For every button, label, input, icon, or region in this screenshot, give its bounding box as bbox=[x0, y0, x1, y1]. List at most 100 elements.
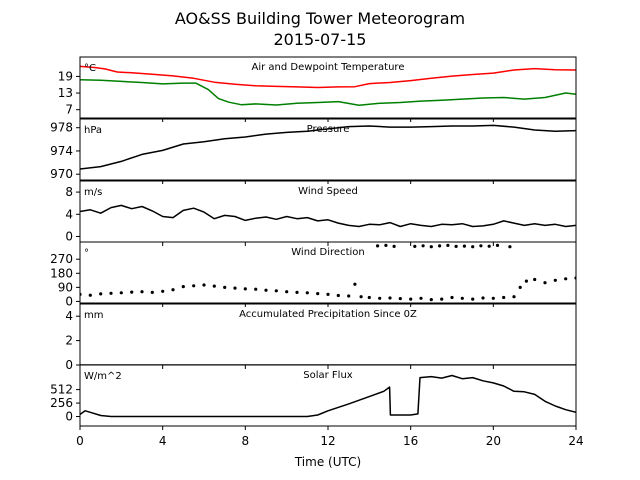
series-point bbox=[99, 292, 103, 296]
series-point bbox=[450, 295, 454, 300]
series-point bbox=[150, 290, 154, 294]
panel-series bbox=[80, 204, 576, 228]
series-point bbox=[446, 243, 450, 247]
series-point bbox=[212, 284, 216, 288]
series-point bbox=[119, 291, 123, 295]
panel-unit: W/m^2 bbox=[84, 371, 122, 382]
series-point bbox=[460, 296, 464, 300]
y-tick-label: 8 bbox=[65, 185, 73, 199]
y-tick-label: 978 bbox=[50, 121, 73, 135]
series-point bbox=[316, 292, 320, 296]
series-point bbox=[543, 281, 547, 285]
x-axis: 0 4 8 12 16 20 24 bbox=[76, 434, 583, 448]
x-tick-label: 12 bbox=[320, 434, 335, 448]
y-tick-label: 0 bbox=[65, 410, 73, 424]
series-point bbox=[462, 244, 466, 248]
series-point bbox=[285, 290, 289, 294]
series-point bbox=[326, 292, 330, 296]
series-line-1 bbox=[80, 65, 576, 89]
series-point bbox=[421, 244, 425, 248]
y-tick-label: 0 bbox=[65, 229, 73, 243]
series-point bbox=[130, 290, 134, 294]
series-point bbox=[347, 294, 351, 298]
series-point bbox=[429, 245, 433, 249]
series-point bbox=[491, 296, 495, 300]
y-tick-label: 512 bbox=[50, 383, 73, 397]
panel-title: Solar Flux bbox=[303, 370, 353, 381]
series-line-1 bbox=[80, 204, 576, 228]
panel-title: Wind Speed bbox=[298, 186, 358, 197]
y-tick-label: 4 bbox=[65, 309, 73, 323]
series-point bbox=[376, 244, 380, 248]
chart-subtitle: 2015-07-15 bbox=[274, 30, 367, 49]
y-tick-label: 270 bbox=[50, 252, 73, 266]
panel-title: Pressure bbox=[307, 124, 350, 135]
series-point bbox=[223, 285, 227, 289]
y-tick-label: 4 bbox=[65, 207, 73, 221]
panel-unit: mm bbox=[84, 310, 103, 321]
panel-unit: ° bbox=[84, 248, 89, 259]
y-tick-label: 180 bbox=[50, 266, 73, 280]
panel-unit: °C bbox=[84, 63, 96, 74]
series-point bbox=[140, 290, 144, 294]
y-tick-label: 0 bbox=[65, 294, 73, 308]
panel-5: 0 2 4 mm Accumulated Precipitation Since 0Z bbox=[65, 303, 577, 372]
series-point bbox=[419, 296, 423, 300]
y-tick-label: 90 bbox=[58, 280, 73, 294]
series-point bbox=[192, 284, 196, 288]
series-point bbox=[454, 244, 458, 248]
series-point bbox=[429, 298, 433, 302]
series-point bbox=[440, 297, 444, 301]
x-tick-label: 4 bbox=[159, 434, 167, 448]
series-point bbox=[524, 279, 529, 283]
x-tick-label: 24 bbox=[568, 434, 583, 448]
series-point bbox=[384, 243, 388, 247]
series-point bbox=[553, 278, 557, 282]
series-line-1 bbox=[80, 124, 576, 170]
x-tick-label: 16 bbox=[403, 434, 418, 448]
series-point bbox=[109, 291, 113, 295]
series-point bbox=[254, 287, 258, 291]
series-point bbox=[264, 288, 268, 292]
y-tick-label: 2 bbox=[65, 334, 73, 348]
series-point bbox=[353, 282, 357, 286]
panel-unit: m/s bbox=[84, 187, 102, 198]
series-point bbox=[181, 285, 185, 289]
series-line-2 bbox=[80, 78, 576, 106]
y-tick-label: 974 bbox=[50, 144, 73, 158]
series-point bbox=[495, 243, 500, 247]
y-tick-label: 970 bbox=[50, 167, 73, 181]
panel-1: 7 13 19 °C Air and Dewpoint Temperature bbox=[58, 56, 577, 122]
series-point bbox=[274, 289, 278, 293]
series-point bbox=[388, 296, 392, 300]
series-point bbox=[481, 296, 485, 300]
series-point bbox=[243, 287, 247, 291]
series-point bbox=[471, 297, 475, 301]
panel-title: Air and Dewpoint Temperature bbox=[252, 62, 405, 73]
panel-title: Wind Direction bbox=[291, 247, 365, 258]
series-point bbox=[479, 244, 483, 248]
series-point bbox=[378, 296, 382, 300]
x-tick-label: 0 bbox=[76, 434, 84, 448]
series-point bbox=[88, 293, 92, 297]
series-point bbox=[171, 288, 175, 292]
panel-series bbox=[80, 65, 576, 106]
series-point bbox=[398, 297, 402, 301]
series-point bbox=[533, 277, 537, 282]
series-point bbox=[305, 291, 309, 295]
series-point bbox=[413, 244, 417, 248]
series-point bbox=[487, 244, 491, 248]
panel-3: 0 4 8 m/s Wind Speed bbox=[65, 180, 577, 246]
series-point bbox=[202, 283, 206, 287]
series-point bbox=[512, 295, 516, 299]
panel-2: 970 974 978 hPa Pressure bbox=[50, 118, 577, 184]
panel-series bbox=[80, 374, 576, 418]
series-point bbox=[502, 295, 506, 300]
chart-title: AO&SS Building Tower Meteorogram bbox=[175, 9, 465, 28]
series-point bbox=[359, 295, 363, 299]
series-point bbox=[295, 290, 299, 294]
